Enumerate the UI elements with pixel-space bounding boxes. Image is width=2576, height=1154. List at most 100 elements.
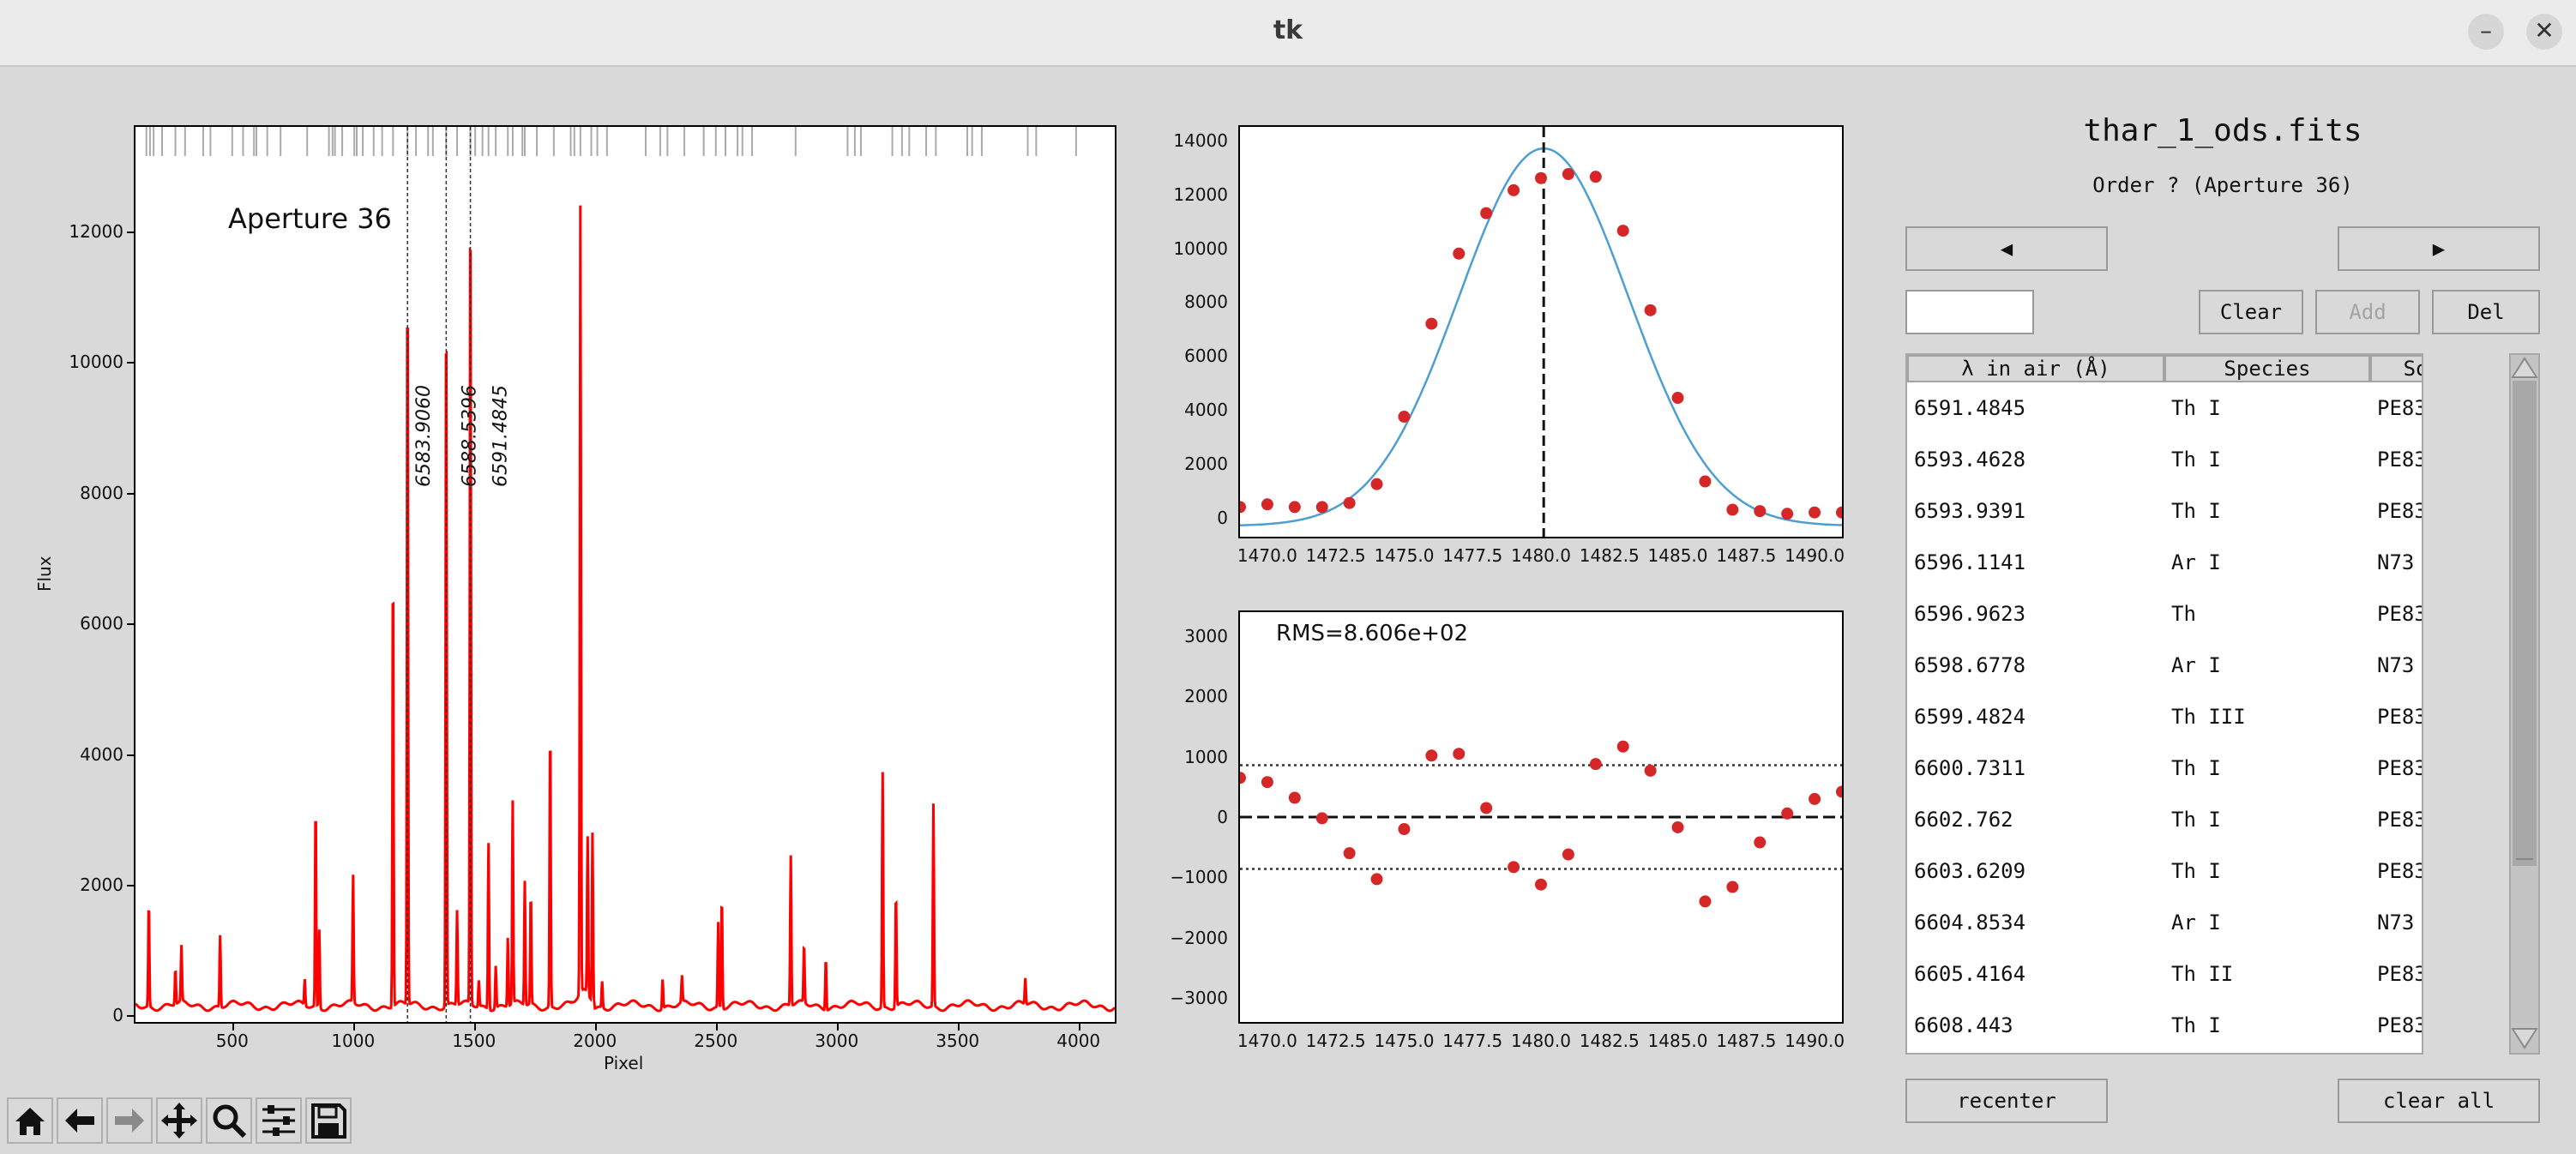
- home-button[interactable]: [7, 1097, 53, 1144]
- x-tick-label: 1480.0: [1511, 1031, 1571, 1051]
- configure-subplots-button[interactable]: [256, 1097, 302, 1144]
- residual-data-point: [1671, 820, 1684, 833]
- residual-data-point: [1480, 802, 1493, 814]
- zoom-button[interactable]: [206, 1097, 252, 1144]
- y-tick-label: 2000: [80, 874, 123, 895]
- delete-button[interactable]: Del: [2432, 290, 2540, 334]
- wavelength-cell: 6593.4628: [1914, 448, 2026, 472]
- window-title: tk: [1273, 15, 1303, 45]
- line-fit-canvas: [1240, 127, 1842, 537]
- column-header-wavelength[interactable]: λ in air (Å): [1907, 355, 2164, 382]
- next-order-button[interactable]: ▶: [2338, 226, 2540, 271]
- source-cell: PE83: [2377, 448, 2423, 472]
- x-tick-label: 1487.5: [1716, 1031, 1777, 1051]
- y-tick-mark: [127, 754, 134, 756]
- home-icon: [15, 1108, 45, 1135]
- spectrum-line: [135, 205, 1115, 1013]
- table-row[interactable]: 6591.4845 Th I PE83: [1907, 382, 2422, 434]
- table-row[interactable]: 6603.6209 Th I PE83: [1907, 845, 2422, 897]
- wavelength-entry[interactable]: [1905, 290, 2034, 334]
- table-row[interactable]: 6596.1141 Ar I N73: [1907, 537, 2414, 588]
- spectrum-xlabel: Pixel: [604, 1053, 644, 1073]
- y-tick-label: 2000: [1184, 686, 1228, 707]
- line-list-table[interactable]: λ in air (Å) Species Source 6591.4845 Th …: [1905, 353, 2423, 1055]
- x-tick-mark: [232, 1024, 234, 1031]
- table-row[interactable]: 6608.443 Th I PE83: [1907, 1000, 2422, 1051]
- fit-data-point: [1315, 501, 1328, 514]
- fit-data-point: [1261, 498, 1273, 511]
- fit-data-point: [1726, 503, 1739, 516]
- x-tick-mark: [352, 1024, 355, 1031]
- line-fit-plot[interactable]: [1238, 125, 1844, 538]
- table-row[interactable]: 6605.4164 Th II PE83: [1907, 948, 2422, 1000]
- table-row[interactable]: 6602.762 Th I PE83: [1907, 794, 2422, 845]
- x-tick-mark: [715, 1024, 718, 1031]
- species-cell: Th I: [2171, 448, 2221, 472]
- x-tick-label: 1487.5: [1716, 545, 1777, 566]
- source-cell: PE83: [2377, 859, 2423, 883]
- y-tick-mark: [127, 492, 134, 495]
- table-row[interactable]: 6598.6778 Ar I N73: [1907, 640, 2414, 691]
- x-tick-label: 1000: [331, 1031, 376, 1051]
- y-tick-label: 0: [1217, 507, 1228, 528]
- fit-data-point: [1589, 171, 1602, 183]
- y-tick-label: −3000: [1170, 987, 1228, 1008]
- clear-button[interactable]: Clear: [2199, 290, 2303, 334]
- spectrum-ylabel: Flux: [34, 556, 55, 592]
- spectrum-plot[interactable]: 6583.9060 6588.5396 6591.4845 Aperture 36: [134, 125, 1116, 1024]
- y-tick-label: 3000: [1184, 626, 1228, 647]
- forward-button[interactable]: [106, 1097, 153, 1144]
- wavelength-cell: 6605.4164: [1914, 962, 2026, 986]
- scroll-down-arrow[interactable]: [2511, 1028, 2538, 1049]
- y-tick-label: −2000: [1170, 927, 1228, 948]
- x-tick-mark: [594, 1024, 597, 1031]
- species-cell: Ar I: [2171, 911, 2221, 935]
- scroll-up-arrow[interactable]: [2511, 357, 2538, 378]
- y-tick-mark: [127, 884, 134, 887]
- y-tick-label: 6000: [1184, 346, 1228, 367]
- x-tick-label: 500: [215, 1031, 249, 1051]
- table-row[interactable]: 6596.9623 Th PE83: [1907, 588, 2422, 640]
- table-row[interactable]: 6593.4628 Th I PE83: [1907, 434, 2422, 485]
- prev-order-button[interactable]: ◀: [1905, 226, 2108, 271]
- table-row[interactable]: 6604.8534 Ar I N73: [1907, 897, 2414, 948]
- scrollbar-thumb[interactable]: [2513, 381, 2537, 866]
- residual-data-point: [1508, 861, 1520, 874]
- recenter-button[interactable]: recenter: [1905, 1079, 2108, 1123]
- y-tick-label: 0: [1217, 807, 1228, 827]
- pan-button[interactable]: [156, 1097, 202, 1144]
- y-tick-label: 10000: [69, 352, 123, 373]
- y-tick-label: 4000: [80, 743, 123, 765]
- back-button[interactable]: [57, 1097, 103, 1144]
- table-row[interactable]: 6600.7311 Th I PE83: [1907, 742, 2422, 794]
- source-cell: PE83: [2377, 962, 2423, 986]
- add-button[interactable]: Add: [2315, 290, 2420, 334]
- species-cell: Th III: [2171, 705, 2246, 729]
- residual-canvas: [1240, 740, 1842, 908]
- save-button[interactable]: [305, 1097, 352, 1144]
- x-tick-label: 1475.0: [1374, 545, 1435, 566]
- table-scrollbar[interactable]: [2509, 353, 2540, 1055]
- fit-data-point: [1562, 168, 1574, 181]
- x-tick-label: 1490.0: [1785, 1031, 1845, 1051]
- clear-all-button[interactable]: clear all: [2338, 1079, 2540, 1123]
- residual-data-point: [1370, 873, 1383, 886]
- y-tick-label: 12000: [1173, 183, 1228, 205]
- species-cell: Th I: [2171, 499, 2221, 523]
- table-row[interactable]: 6593.9391 Th I PE83: [1907, 485, 2422, 537]
- close-button[interactable]: ✕: [2526, 14, 2562, 50]
- minimize-button[interactable]: –: [2468, 14, 2504, 50]
- y-tick-label: 12000: [69, 220, 123, 242]
- species-cell: Th I: [2171, 396, 2221, 420]
- table-row[interactable]: 6599.4824 Th III PE83: [1907, 691, 2422, 742]
- column-header-source[interactable]: Source: [2370, 355, 2422, 382]
- pan-icon: [161, 1103, 197, 1139]
- x-tick-label: 1490.0: [1785, 545, 1845, 566]
- column-header-species[interactable]: Species: [2164, 355, 2370, 382]
- residual-data-point: [1288, 791, 1301, 804]
- source-cell: PE83: [2377, 1013, 2423, 1037]
- residual-data-point: [1589, 758, 1602, 771]
- source-cell: PE83: [2377, 756, 2423, 780]
- residual-plot[interactable]: RMS=8.606e+02: [1238, 610, 1844, 1024]
- y-tick-label: −1000: [1170, 867, 1228, 888]
